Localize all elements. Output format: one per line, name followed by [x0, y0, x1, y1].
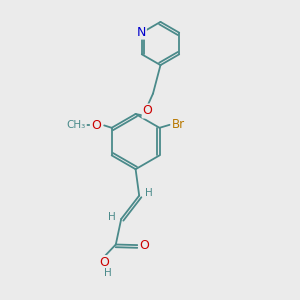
Text: CH₃: CH₃: [67, 120, 86, 130]
Text: O: O: [143, 104, 152, 118]
Text: H: H: [145, 188, 153, 198]
Text: O: O: [139, 238, 149, 252]
Text: H: H: [108, 212, 116, 222]
Text: Br: Br: [172, 118, 185, 131]
Text: O: O: [100, 256, 109, 269]
Text: N: N: [136, 26, 146, 39]
Text: H: H: [104, 268, 112, 278]
Text: O: O: [91, 119, 101, 132]
